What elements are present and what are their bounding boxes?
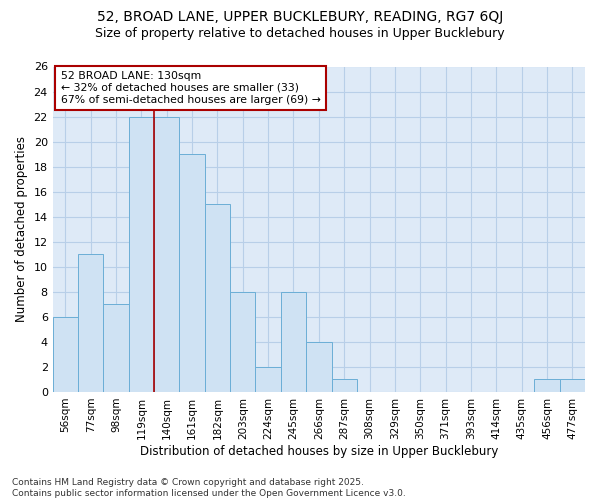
Text: 52, BROAD LANE, UPPER BUCKLEBURY, READING, RG7 6QJ: 52, BROAD LANE, UPPER BUCKLEBURY, READIN… <box>97 10 503 24</box>
Bar <box>306 342 332 392</box>
Bar <box>560 380 585 392</box>
Bar <box>53 317 78 392</box>
Bar <box>129 116 154 392</box>
Bar <box>179 154 205 392</box>
Bar <box>205 204 230 392</box>
Bar <box>256 367 281 392</box>
Bar <box>78 254 103 392</box>
X-axis label: Distribution of detached houses by size in Upper Bucklebury: Distribution of detached houses by size … <box>140 444 498 458</box>
Text: Size of property relative to detached houses in Upper Bucklebury: Size of property relative to detached ho… <box>95 28 505 40</box>
Bar <box>103 304 129 392</box>
Text: 52 BROAD LANE: 130sqm
← 32% of detached houses are smaller (33)
67% of semi-deta: 52 BROAD LANE: 130sqm ← 32% of detached … <box>61 72 320 104</box>
Bar <box>230 292 256 392</box>
Bar <box>332 380 357 392</box>
Y-axis label: Number of detached properties: Number of detached properties <box>15 136 28 322</box>
Bar <box>154 116 179 392</box>
Bar <box>535 380 560 392</box>
Bar <box>281 292 306 392</box>
Text: Contains HM Land Registry data © Crown copyright and database right 2025.
Contai: Contains HM Land Registry data © Crown c… <box>12 478 406 498</box>
